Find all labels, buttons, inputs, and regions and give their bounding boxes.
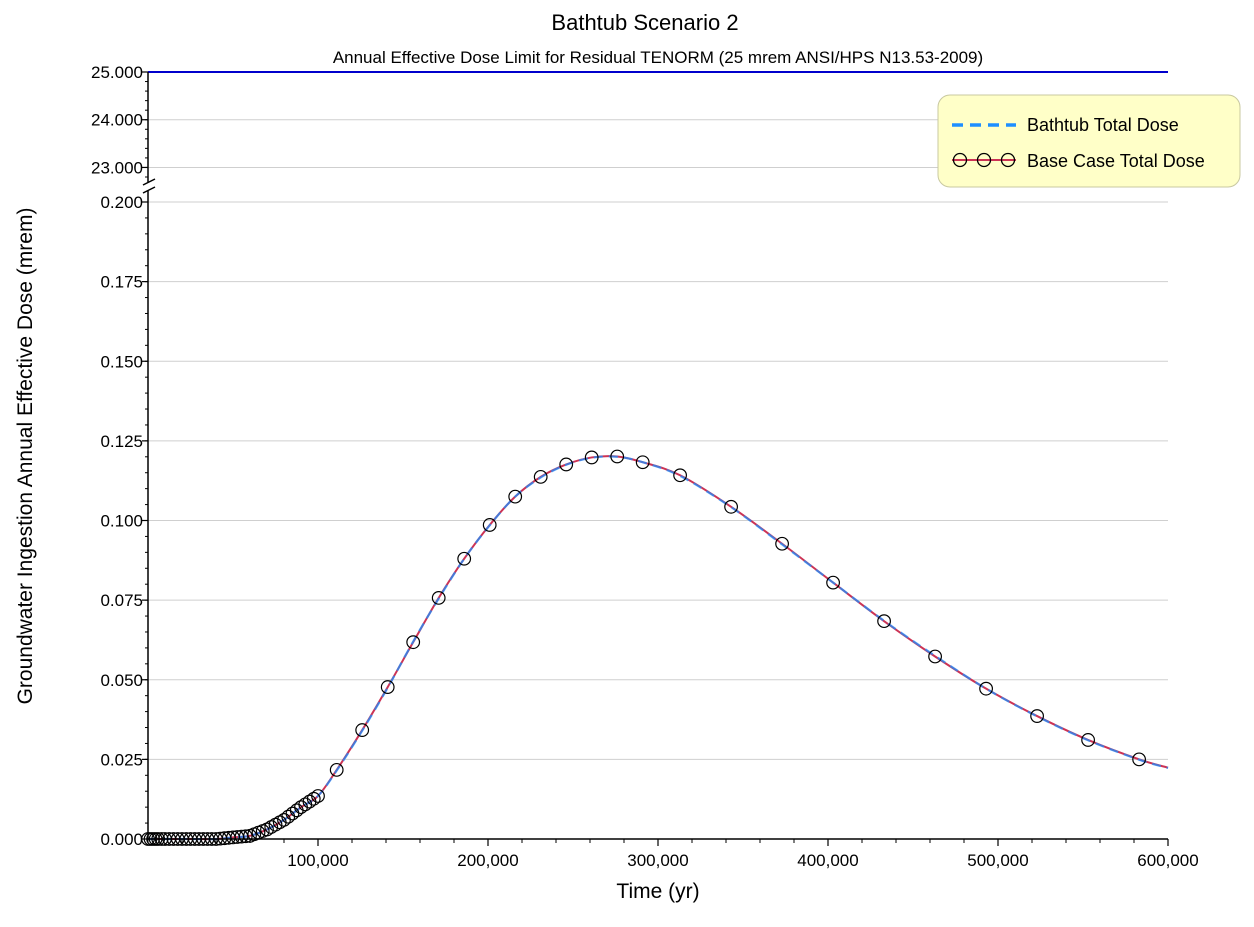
series-point-base-case	[610, 449, 625, 464]
series-point-base-case	[559, 457, 574, 472]
x-tick-label: 600,000	[1137, 851, 1198, 870]
axis-break-mark	[142, 186, 156, 194]
series-point-base-case	[355, 723, 370, 737]
series-point-base-case	[979, 681, 993, 696]
chart-subtitle: Annual Effective Dose Limit for Residual…	[333, 48, 983, 67]
legend-box	[937, 94, 1241, 188]
y-tick-label: 0.150	[100, 352, 143, 371]
y-tick-label: 23.000	[91, 158, 143, 177]
series-layer	[141, 449, 1169, 846]
y-tick-label: 0.000	[100, 830, 143, 849]
series-point-base-case	[1030, 709, 1044, 723]
series-point-base-case	[928, 649, 942, 664]
series-point-base-case	[508, 489, 523, 504]
series-point-base-case	[724, 499, 738, 514]
y-axis-label: Groundwater Ingestion Annual Effective D…	[14, 208, 37, 705]
x-tick-label: 300,000	[627, 851, 688, 870]
y-tick-label: 0.125	[100, 432, 143, 451]
grid-lines	[148, 119, 1168, 760]
y-tick-label: 0.100	[100, 512, 143, 531]
series-point-base-case	[406, 635, 421, 650]
x-axis-label: Time (yr)	[616, 880, 699, 903]
series-point-base-case	[635, 455, 650, 470]
series-point-base-case	[482, 518, 497, 532]
y-tick-label: 24.000	[91, 111, 143, 130]
series-line-base-case	[148, 455, 1169, 841]
series-point-base-case	[877, 614, 891, 629]
chart-title: Bathtub Scenario 2	[551, 10, 738, 35]
series-point-base-case	[673, 468, 687, 483]
y-tick-label: 0.175	[100, 273, 143, 292]
series-point-base-case	[1081, 733, 1095, 747]
series-point-base-case	[380, 680, 395, 694]
y-tick-label: 0.050	[100, 671, 143, 690]
y-tick-label: 0.200	[100, 193, 143, 212]
series-point-base-case	[431, 590, 446, 605]
series-point-base-case	[238, 829, 253, 844]
axes	[142, 71, 1169, 846]
x-tick-label: 500,000	[967, 851, 1028, 870]
legend: Bathtub Total Dose Base Case Total Dose	[937, 94, 1241, 188]
legend-swatch-base-case	[952, 152, 1016, 168]
series-point-base-case	[1132, 752, 1146, 767]
legend-label-bathtub: Bathtub Total Dose	[1027, 115, 1179, 135]
series-point-base-case	[329, 762, 344, 777]
series-point-base-case	[311, 789, 325, 803]
x-tick-label: 400,000	[797, 851, 858, 870]
series-point-base-case	[584, 450, 599, 465]
series-point-base-case	[826, 575, 840, 590]
axis-break-mark	[142, 178, 156, 186]
series-point-base-case	[306, 791, 321, 806]
series-point-base-case	[457, 551, 472, 566]
series-point-base-case	[533, 469, 548, 484]
tick-labels: 0.000 0.025 0.050 0.075 0.100 0.125 0.150 0.175…	[91, 63, 1199, 870]
x-tick-label: 100,000	[287, 851, 348, 870]
x-tick-label: 200,000	[457, 851, 518, 870]
y-tick-label: 0.075	[100, 591, 143, 610]
series-line-bathtub	[148, 455, 1169, 841]
y-tick-label: 25.000	[91, 63, 143, 82]
series-point-base-case	[775, 536, 789, 551]
legend-label-base-case: Base Case Total Dose	[1027, 151, 1205, 171]
y-tick-label: 0.025	[100, 750, 143, 769]
